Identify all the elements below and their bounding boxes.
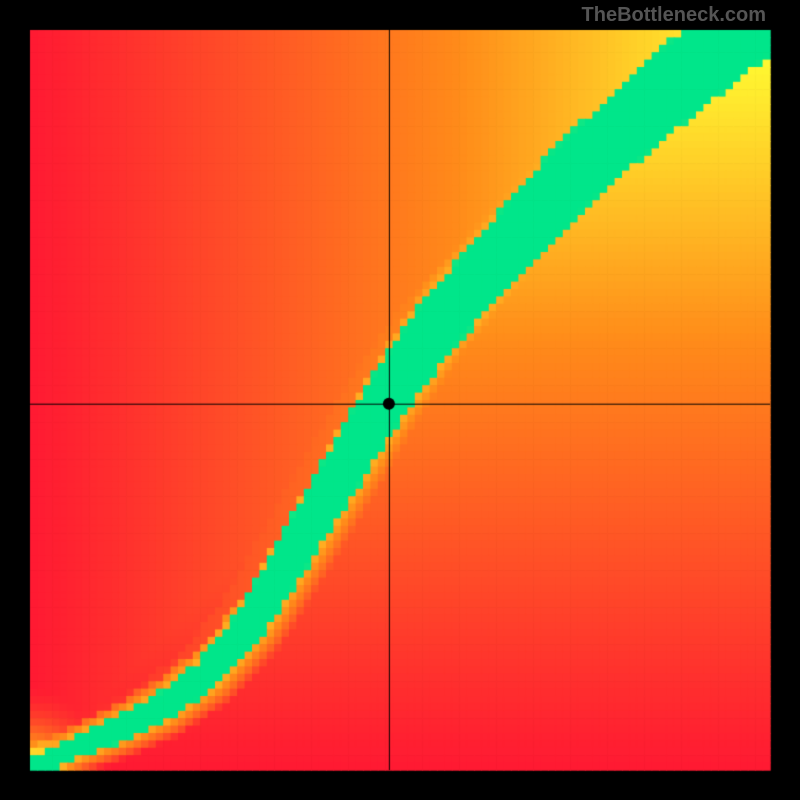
chart-container: TheBottleneck.com	[0, 0, 800, 800]
attribution-label: TheBottleneck.com	[582, 4, 766, 27]
heatmap-canvas	[0, 0, 800, 800]
